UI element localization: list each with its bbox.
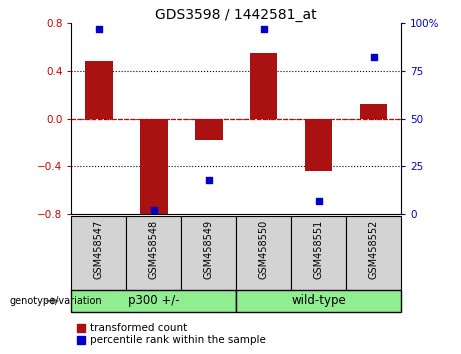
- Bar: [250, 53, 278, 119]
- Bar: [236, 216, 291, 292]
- Text: GSM458552: GSM458552: [369, 220, 378, 279]
- Text: GSM458548: GSM458548: [149, 220, 159, 279]
- Text: wild-type: wild-type: [291, 295, 346, 307]
- Bar: [291, 216, 346, 292]
- Point: [260, 26, 267, 32]
- Bar: [71, 216, 126, 292]
- Bar: [126, 216, 181, 292]
- Bar: [71, 290, 236, 312]
- Bar: [360, 104, 387, 119]
- Text: p300 +/-: p300 +/-: [128, 295, 180, 307]
- Point: [315, 198, 322, 204]
- Bar: [195, 119, 223, 140]
- Bar: [346, 216, 401, 292]
- Text: genotype/variation: genotype/variation: [9, 296, 102, 306]
- Bar: [305, 119, 332, 171]
- Point: [150, 207, 158, 213]
- Point: [95, 26, 103, 32]
- Text: GSM458549: GSM458549: [204, 220, 214, 279]
- Bar: [140, 119, 168, 217]
- Bar: [181, 216, 236, 292]
- Text: GSM458547: GSM458547: [94, 220, 104, 279]
- Title: GDS3598 / 1442581_at: GDS3598 / 1442581_at: [155, 8, 317, 22]
- Text: GSM458551: GSM458551: [313, 220, 324, 279]
- Point: [370, 55, 377, 60]
- Legend: transformed count, percentile rank within the sample: transformed count, percentile rank withi…: [77, 323, 266, 345]
- Bar: [236, 290, 401, 312]
- Bar: [85, 61, 112, 119]
- Text: GSM458550: GSM458550: [259, 220, 269, 279]
- Point: [205, 177, 213, 183]
